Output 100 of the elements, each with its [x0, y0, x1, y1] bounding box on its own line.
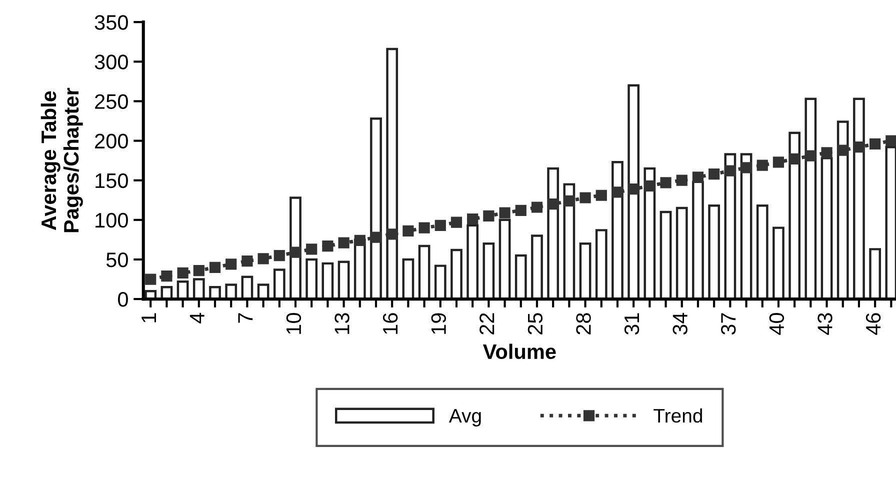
point	[306, 244, 318, 255]
bar	[612, 161, 624, 300]
point	[290, 246, 302, 258]
point	[145, 274, 156, 285]
point	[386, 228, 398, 240]
x-tick-label: 22	[480, 313, 494, 334]
bar	[547, 167, 560, 300]
bar	[644, 167, 656, 300]
point	[612, 186, 624, 198]
point	[660, 177, 672, 188]
bar	[804, 98, 817, 300]
x-tick-label: 40	[769, 313, 784, 335]
point	[870, 138, 881, 150]
point	[580, 192, 591, 204]
bar	[740, 153, 752, 300]
bar	[418, 244, 430, 300]
point	[177, 267, 188, 278]
point	[531, 202, 543, 213]
x-tick-label: 4	[190, 312, 204, 324]
x-tick-label: 7	[238, 313, 253, 323]
y-tick-label: 250	[95, 94, 128, 109]
bar	[660, 210, 672, 300]
y-tick-label: 100	[96, 212, 128, 228]
bar	[498, 218, 511, 300]
x-axis-title: Volume	[482, 344, 556, 360]
bar	[724, 153, 736, 300]
point	[450, 216, 462, 228]
bar	[434, 264, 446, 300]
bar	[273, 268, 286, 300]
point	[161, 270, 172, 282]
point	[772, 156, 784, 168]
bar	[756, 204, 768, 300]
bar	[772, 226, 784, 300]
point	[338, 237, 350, 248]
x-tick-label: 43	[818, 313, 832, 335]
point	[499, 207, 510, 218]
bar	[514, 254, 527, 300]
point	[628, 183, 640, 195]
y-tick-label: 300	[94, 54, 128, 70]
y-axis-title: Average Table Pages/Chapter	[40, 88, 83, 232]
point	[789, 153, 800, 165]
bar	[579, 242, 592, 300]
point	[209, 262, 221, 273]
bar	[836, 120, 849, 300]
point	[708, 168, 720, 180]
point	[434, 220, 446, 232]
bar	[450, 248, 462, 300]
bar	[192, 278, 205, 300]
bar	[869, 248, 882, 300]
point	[564, 195, 575, 206]
point	[805, 150, 816, 162]
y-tick-label: 200	[95, 134, 128, 149]
bar	[386, 48, 398, 300]
bar	[209, 286, 221, 300]
point	[692, 172, 704, 183]
point	[322, 240, 334, 252]
legend-label: Trend	[654, 408, 702, 423]
bar	[692, 180, 704, 300]
point	[274, 250, 285, 262]
bar	[241, 276, 254, 300]
x-tick-label: 13	[334, 313, 350, 334]
bar	[402, 258, 414, 300]
point	[740, 162, 752, 174]
point	[402, 225, 414, 237]
point	[370, 232, 382, 243]
bar	[370, 118, 382, 300]
x-tick-label: 34	[672, 312, 688, 335]
y-tick-label: 150	[96, 173, 128, 188]
x-tick-label: 31	[624, 313, 640, 335]
bar	[225, 284, 238, 300]
point	[596, 190, 607, 201]
bar	[788, 132, 801, 300]
y-tick-label: 350	[94, 15, 128, 30]
x-tick-label: 1	[142, 313, 156, 322]
bar	[595, 229, 608, 300]
point	[258, 253, 269, 264]
point	[467, 214, 478, 225]
x-tick-label: 25	[528, 313, 543, 334]
bar	[322, 262, 334, 300]
bar	[338, 260, 350, 300]
point	[418, 222, 430, 234]
point	[724, 165, 736, 176]
bar	[531, 234, 543, 300]
point	[886, 135, 896, 146]
point	[483, 210, 494, 222]
bar	[257, 284, 270, 300]
x-tick-label: 19	[431, 313, 446, 334]
point	[853, 142, 865, 153]
legend-label: Avg	[448, 409, 481, 426]
bar	[885, 146, 896, 300]
bar	[176, 280, 189, 300]
point	[354, 234, 366, 246]
bar	[853, 98, 865, 300]
x-tick-label: 10	[286, 313, 302, 334]
x-tick-label: 46	[866, 313, 881, 335]
bar	[306, 258, 318, 300]
point	[821, 147, 832, 158]
point	[676, 174, 688, 186]
point	[515, 204, 526, 216]
point	[644, 180, 656, 192]
